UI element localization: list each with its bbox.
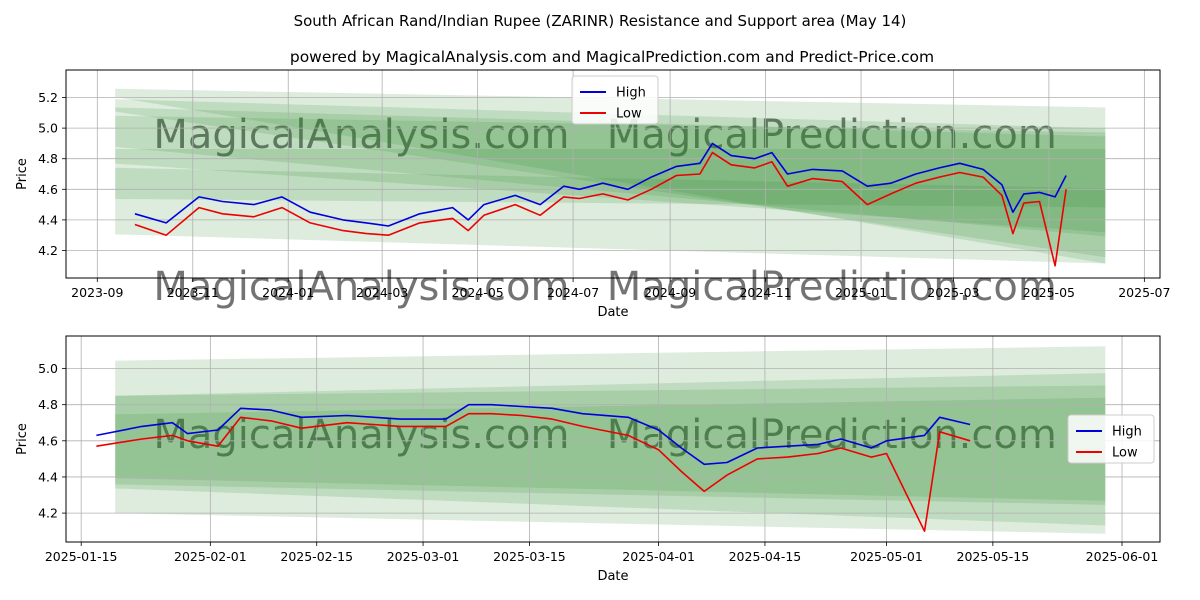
x-tick-label: 2025-02-15 bbox=[280, 549, 353, 564]
support-resistance-band bbox=[115, 99, 1106, 258]
x-tick-label: 2024-09 bbox=[644, 285, 696, 300]
y-tick-label: 5.0 bbox=[38, 121, 58, 136]
x-tick-label: 2024-01 bbox=[262, 285, 314, 300]
bottom-panel: MagicalAnalysis.com MagicalPrediction.com… bbox=[15, 335, 1161, 584]
x-tick-label: 2025-04-01 bbox=[622, 549, 695, 564]
x-tick-label: 2025-06-01 bbox=[1086, 549, 1159, 564]
legend-label-low: Low bbox=[616, 107, 642, 122]
support-resistance-band bbox=[115, 373, 1106, 526]
watermark-analysis: MagicalAnalysis.com bbox=[153, 112, 569, 158]
y-tick-label: 4.2 bbox=[38, 243, 58, 258]
legend-label-low: Low bbox=[1112, 446, 1138, 461]
y-tick-label: 4.6 bbox=[38, 182, 58, 197]
x-tick-label: 2024-07 bbox=[547, 285, 599, 300]
x-tick-label: 2025-04-15 bbox=[729, 549, 802, 564]
x-tick-label: 2024-05 bbox=[452, 285, 504, 300]
y-tick-label: 4.4 bbox=[38, 469, 58, 484]
x-tick-label: 2024-11 bbox=[739, 285, 791, 300]
x-axis-label: Date bbox=[597, 305, 628, 320]
y-tick-label: 5.0 bbox=[38, 361, 58, 376]
plot-frame bbox=[65, 69, 1161, 279]
plot-frame bbox=[65, 335, 1161, 543]
series-line-low bbox=[134, 151, 1067, 267]
legend-label-high: High bbox=[1112, 425, 1142, 440]
support-resistance-band bbox=[115, 346, 1106, 534]
x-tick-label: 2023-11 bbox=[167, 285, 219, 300]
x-tick-label: 2025-07 bbox=[1118, 285, 1170, 300]
y-tick-label: 4.6 bbox=[38, 433, 58, 448]
y-axis-label: Price bbox=[15, 158, 30, 190]
watermark-analysis: MagicalAnalysis.com bbox=[153, 264, 569, 310]
x-axis-label: Date bbox=[597, 569, 628, 584]
y-tick-label: 4.8 bbox=[38, 151, 58, 166]
x-tick-label: 2025-01 bbox=[835, 285, 887, 300]
y-tick-label: 4.8 bbox=[38, 397, 58, 412]
x-tick-label: 2025-02-01 bbox=[174, 549, 247, 564]
y-tick-label: 4.2 bbox=[38, 506, 58, 521]
series-line-low bbox=[96, 412, 971, 532]
x-tick-label: 2025-01-15 bbox=[45, 549, 118, 564]
legend-label-high: High bbox=[616, 86, 646, 101]
chart-subtitle: powered by MagicalAnalysis.com and Magic… bbox=[290, 48, 934, 66]
x-tick-label: 2025-05-15 bbox=[957, 549, 1030, 564]
legend: High Low bbox=[571, 75, 659, 125]
support-resistance-band bbox=[115, 107, 1106, 237]
y-tick-label: 4.4 bbox=[38, 212, 58, 227]
series-line-high bbox=[96, 403, 971, 466]
support-resistance-band bbox=[115, 385, 1106, 505]
support-resistance-band bbox=[115, 115, 1106, 233]
watermark-prediction: MagicalPrediction.com bbox=[607, 112, 1057, 158]
support-resistance-band bbox=[115, 167, 1106, 264]
series-line-high bbox=[134, 142, 1067, 227]
x-tick-label: 2023-09 bbox=[71, 285, 123, 300]
x-tick-label: 2025-05 bbox=[1023, 285, 1075, 300]
x-tick-label: 2024-03 bbox=[356, 285, 408, 300]
y-axis-label: Price bbox=[15, 423, 30, 455]
support-resistance-band bbox=[115, 149, 1106, 208]
x-tick-label: 2025-03 bbox=[927, 285, 979, 300]
watermark-prediction: MagicalPrediction.com bbox=[607, 264, 1057, 310]
top-panel: MagicalAnalysis.com MagicalPrediction.com… bbox=[15, 69, 1170, 320]
legend: High Low bbox=[1067, 414, 1155, 464]
x-tick-label: 2025-03-01 bbox=[387, 549, 460, 564]
chart-title: South African Rand/Indian Rupee (ZARINR)… bbox=[294, 12, 907, 30]
x-tick-label: 2025-05-01 bbox=[850, 549, 923, 564]
x-tick-label: 2025-03-15 bbox=[493, 549, 566, 564]
y-tick-label: 5.2 bbox=[38, 90, 58, 105]
watermark-analysis: MagicalAnalysis.com bbox=[153, 412, 569, 458]
